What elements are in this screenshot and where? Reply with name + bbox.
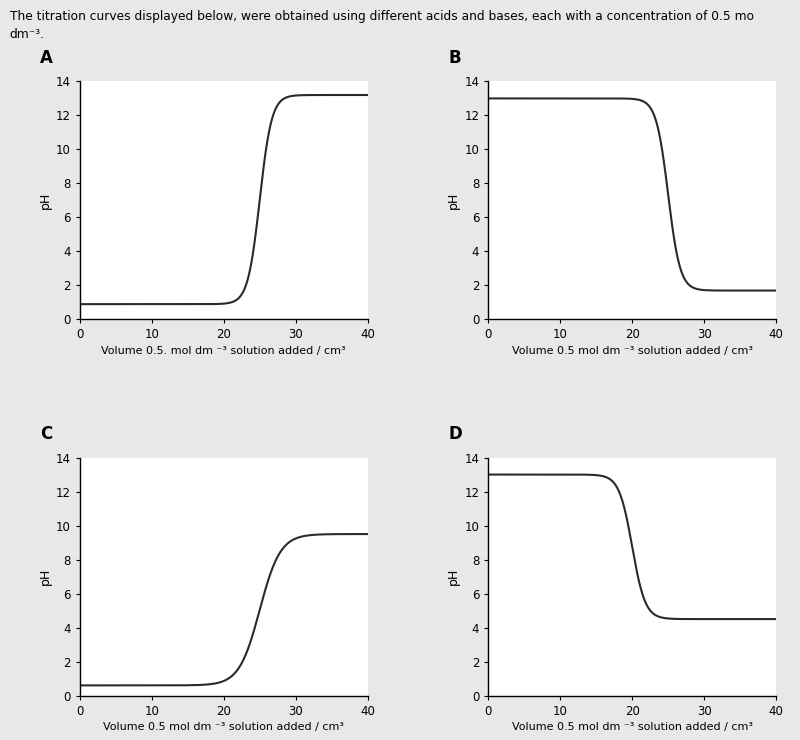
Text: D: D bbox=[448, 425, 462, 443]
Y-axis label: pH: pH bbox=[447, 192, 460, 209]
X-axis label: Volume 0.5 mol dm ⁻³ solution added / cm³: Volume 0.5 mol dm ⁻³ solution added / cm… bbox=[512, 722, 753, 732]
Y-axis label: pH: pH bbox=[39, 192, 52, 209]
X-axis label: Volume 0.5 mol dm ⁻³ solution added / cm³: Volume 0.5 mol dm ⁻³ solution added / cm… bbox=[103, 722, 344, 732]
Text: C: C bbox=[40, 425, 52, 443]
Y-axis label: pH: pH bbox=[39, 568, 52, 585]
X-axis label: Volume 0.5. mol dm ⁻³ solution added / cm³: Volume 0.5. mol dm ⁻³ solution added / c… bbox=[102, 346, 346, 356]
Text: The titration curves displayed below, were obtained using different acids and ba: The titration curves displayed below, we… bbox=[10, 10, 754, 23]
Text: B: B bbox=[448, 49, 461, 67]
Text: dm⁻³.: dm⁻³. bbox=[10, 28, 45, 41]
Y-axis label: pH: pH bbox=[447, 568, 460, 585]
Text: A: A bbox=[40, 49, 53, 67]
X-axis label: Volume 0.5 mol dm ⁻³ solution added / cm³: Volume 0.5 mol dm ⁻³ solution added / cm… bbox=[512, 346, 753, 356]
